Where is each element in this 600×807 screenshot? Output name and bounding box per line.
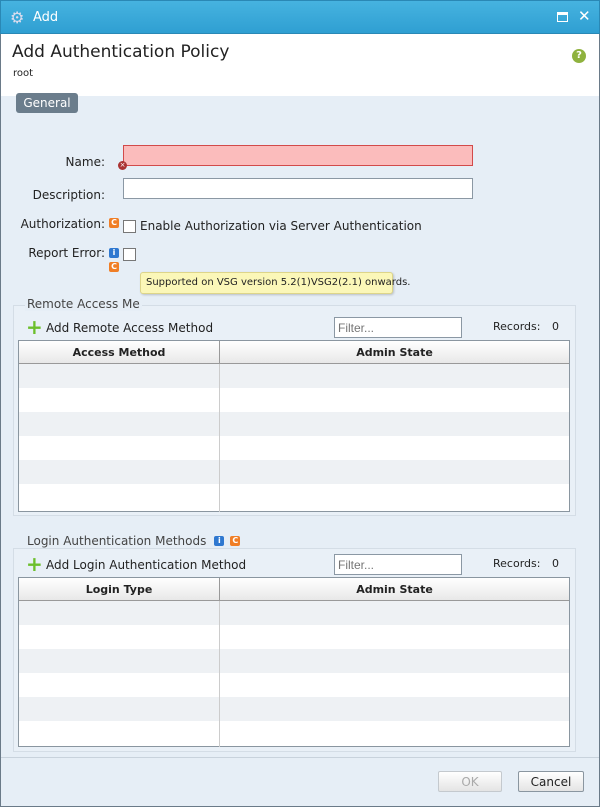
add-login-method-button[interactable]: Add Login Authentication Method	[46, 558, 247, 572]
gear-icon: ⚙	[10, 8, 25, 27]
login-filter-input[interactable]	[334, 554, 462, 575]
config-icon: C	[230, 536, 241, 546]
authorization-checkbox[interactable]	[123, 220, 136, 233]
tab-general[interactable]: General	[16, 93, 78, 113]
column-header[interactable]: Login Type	[19, 578, 220, 600]
config-icon: C	[109, 218, 119, 228]
page-title: Add Authentication Policy	[12, 42, 230, 62]
window-titlebar: ⚙ Add ✕	[0, 0, 600, 34]
authorization-checkbox-label: Enable Authorization via Server Authenti…	[140, 219, 422, 233]
report-error-checkbox[interactable]	[123, 248, 136, 261]
column-header[interactable]: Admin State	[356, 346, 433, 359]
login-methods-legend: Login Authentication Methods	[25, 534, 209, 548]
records-label: Records:	[493, 557, 541, 570]
name-input[interactable]	[123, 145, 473, 166]
description-label: Description:	[32, 188, 105, 202]
records-count: 0	[552, 557, 559, 570]
tooltip: Supported on VSG version 5.2(1)VSG2(2.1)…	[140, 272, 410, 294]
add-icon[interactable]: +	[26, 315, 43, 339]
records-count: 0	[552, 320, 559, 333]
remote-filter-input[interactable]	[334, 317, 462, 338]
remote-access-table: Access Method Admin State	[18, 340, 570, 512]
config-icon: C	[109, 262, 119, 272]
ok-button[interactable]: OK	[438, 771, 502, 792]
window-title: Add	[33, 10, 59, 25]
close-icon[interactable]: ✕	[578, 7, 591, 25]
name-label: Name:	[65, 155, 105, 169]
report-error-label: Report Error:	[28, 246, 105, 260]
login-methods-table: Login Type Admin State	[18, 577, 570, 747]
login-methods-legend-row: Login Authentication Methods i C	[25, 534, 245, 548]
info-icon: i	[214, 536, 225, 546]
column-header[interactable]: Admin State	[356, 583, 433, 596]
error-icon: ×	[118, 161, 127, 170]
page-subtitle: root	[13, 68, 34, 79]
footer-divider	[1, 757, 599, 758]
records-label: Records:	[493, 320, 541, 333]
description-input[interactable]	[123, 178, 473, 199]
help-icon[interactable]: ?	[572, 49, 586, 63]
cancel-button[interactable]: Cancel	[518, 771, 584, 792]
add-remote-access-button[interactable]: Add Remote Access Method	[46, 321, 214, 335]
authorization-label: Authorization:	[20, 217, 105, 231]
remote-access-legend: Remote Access Me	[25, 297, 142, 311]
info-icon: i	[109, 248, 119, 258]
column-header[interactable]: Access Method	[19, 341, 220, 363]
add-icon[interactable]: +	[26, 552, 43, 576]
maximize-icon[interactable]	[557, 12, 568, 22]
dialog-header: Add Authentication Policy root ?	[0, 34, 600, 96]
